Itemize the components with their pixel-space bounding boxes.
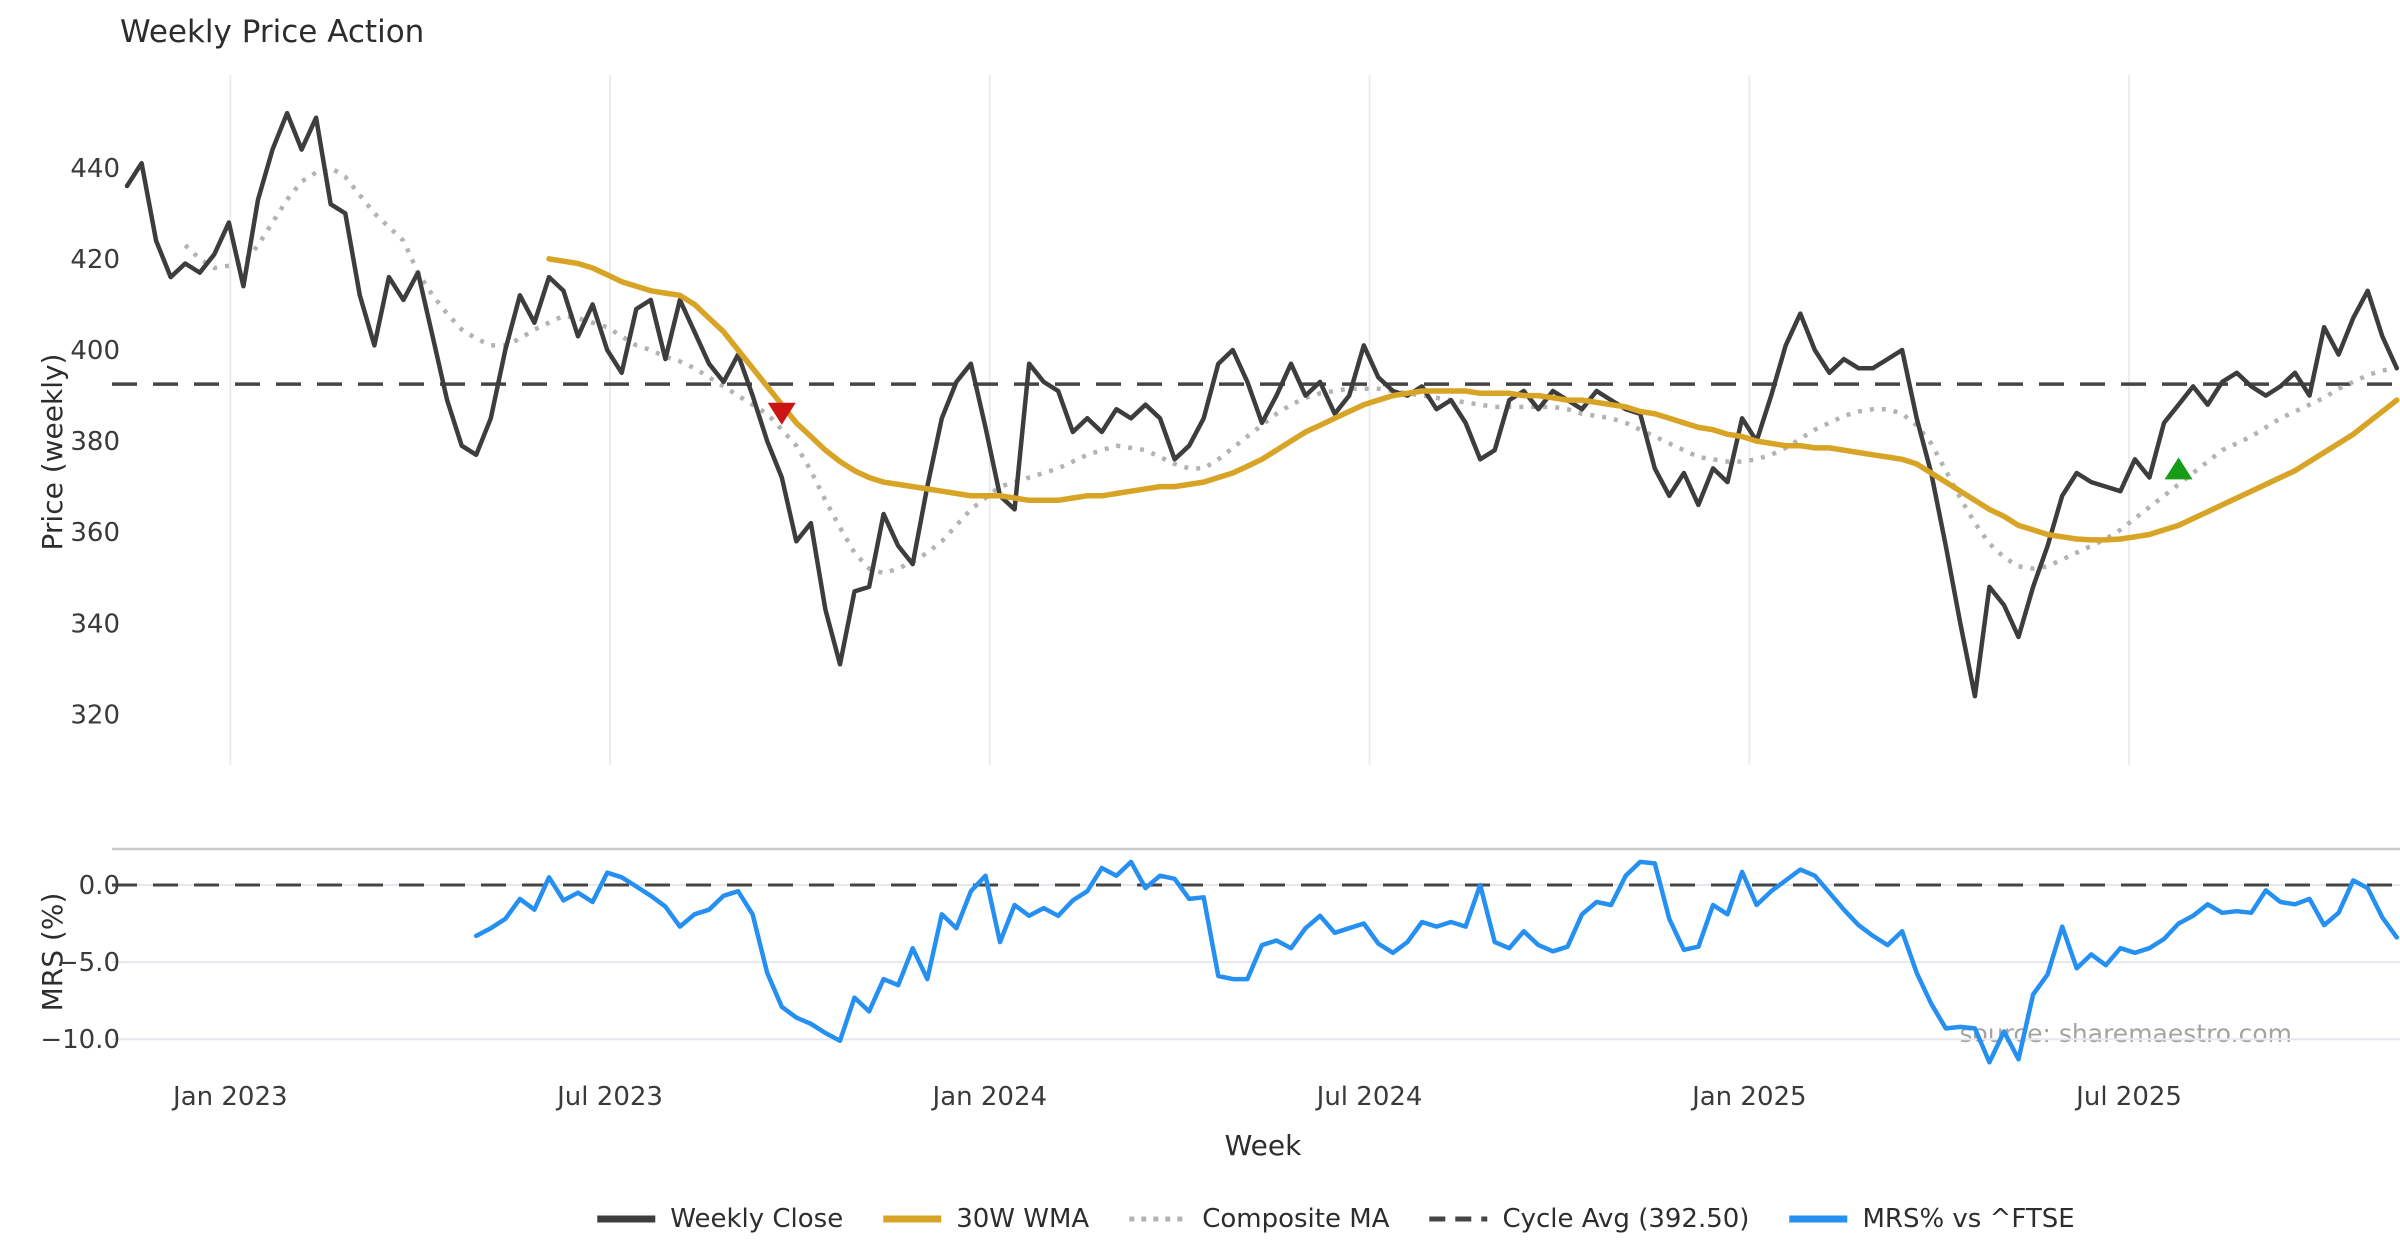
legend-item-mrs-vs-ftse: MRS% vs ^FTSE — [1787, 1204, 2075, 1234]
mrs-ytick-label: −5.0 — [57, 948, 120, 978]
mrs-ytick-label: 0.0 — [79, 871, 120, 901]
plot-layers: 440 420 400 380 360 340 320 0.0 −5.0 −10.0 Jan 202… — [40, 75, 2400, 1112]
price-ytick-label: 440 — [70, 154, 120, 184]
legend-item-cycle-avg-392-50-: Cycle Avg (392.50) — [1427, 1204, 1749, 1234]
legend-swatch-dashed — [1429, 1216, 1488, 1222]
xtick-label: Jul 2025 — [2074, 1082, 2182, 1112]
legend-label: Cycle Avg (392.50) — [1502, 1204, 1750, 1234]
mrs-axis-label: MRS (%) — [36, 893, 69, 1012]
buy-signal-marker — [2164, 457, 2193, 480]
price-ytick-label: 320 — [70, 700, 120, 730]
legend-item-30w-wma: 30W WMA — [881, 1204, 1089, 1234]
legend-swatch-solid — [597, 1215, 656, 1223]
price-ytick-label: 420 — [70, 245, 120, 275]
legend-item-weekly-close: Weekly Close — [595, 1204, 843, 1234]
xtick-label: Jan 2023 — [171, 1082, 288, 1112]
xtick-label: Jul 2023 — [555, 1082, 663, 1112]
wma-line — [546, 256, 2400, 543]
chart-title: Weekly Price Action — [120, 14, 424, 50]
legend-label: Composite MA — [1202, 1204, 1390, 1234]
composite-ma-line — [183, 165, 2398, 576]
xtick-label: Jan 2025 — [1690, 1082, 1807, 1112]
mrs-line — [473, 859, 2400, 1065]
price-ytick-label: 400 — [70, 336, 120, 366]
price-ytick-label: 380 — [70, 427, 120, 457]
legend-swatch-solid — [1789, 1215, 1848, 1223]
x-axis-label: Week — [1225, 1129, 1302, 1162]
weekly-close-line — [124, 110, 2400, 699]
price-ytick-label: 360 — [70, 518, 120, 548]
source-note: source: sharemaestro.com — [1960, 1019, 2293, 1048]
legend-label: MRS% vs ^FTSE — [1862, 1204, 2075, 1234]
sell-signal-marker — [767, 402, 796, 425]
legend-item-composite-ma: Composite MA — [1127, 1204, 1389, 1234]
xtick-label: Jul 2024 — [1315, 1082, 1423, 1112]
legend-swatch-solid — [883, 1215, 942, 1223]
xtick-label: Jan 2024 — [931, 1082, 1048, 1112]
price-ytick-label: 340 — [70, 609, 120, 639]
legend-label: 30W WMA — [956, 1204, 1090, 1234]
mrs-ytick-label: −10.0 — [40, 1025, 120, 1055]
legend-swatch-dotted — [1129, 1216, 1188, 1222]
legend-label: Weekly Close — [670, 1204, 844, 1234]
price-axis-label: Price (weekly) — [36, 354, 69, 551]
legend: Weekly Close 30W WMA Composite MA Cycle Avg… — [595, 1204, 2075, 1234]
